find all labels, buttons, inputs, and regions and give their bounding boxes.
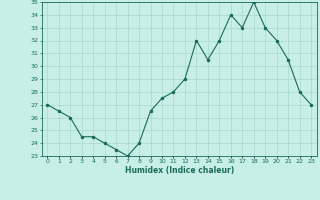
X-axis label: Humidex (Indice chaleur): Humidex (Indice chaleur) <box>124 166 234 175</box>
